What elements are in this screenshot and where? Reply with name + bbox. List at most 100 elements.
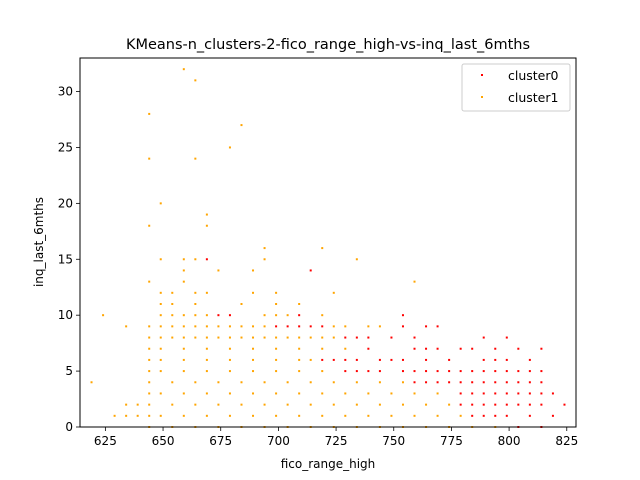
cluster1-point [159, 202, 162, 205]
cluster1-point [159, 336, 162, 339]
cluster0-point [448, 370, 451, 373]
cluster1-point [252, 370, 255, 373]
cluster1-point [240, 325, 243, 328]
cluster1-point [309, 336, 312, 339]
cluster1-point [148, 358, 151, 361]
cluster1-point [148, 280, 151, 283]
cluster1-point [390, 414, 393, 417]
cluster0-point [494, 347, 497, 350]
cluster0-point [494, 403, 497, 406]
cluster1-point [148, 347, 151, 350]
cluster1-point [182, 336, 185, 339]
cluster0-point [517, 403, 520, 406]
cluster1-point [217, 325, 220, 328]
cluster0-point [298, 325, 301, 328]
cluster1-point [171, 403, 174, 406]
cluster1-point [252, 336, 255, 339]
cluster1-point [205, 358, 208, 361]
cluster1-point [205, 414, 208, 417]
cluster1-point [321, 314, 324, 317]
cluster1-point [459, 414, 462, 417]
cluster0-point [413, 347, 416, 350]
cluster1-point [90, 381, 93, 384]
cluster1-point [263, 314, 266, 317]
cluster1-point [413, 280, 416, 283]
cluster1-point [159, 347, 162, 350]
cluster0-point [355, 336, 358, 339]
cluster0-point [540, 370, 543, 373]
cluster0-point [436, 381, 439, 384]
cluster1-point [125, 325, 128, 328]
cluster1-point [159, 392, 162, 395]
cluster1-point [182, 392, 185, 395]
cluster0-point [482, 336, 485, 339]
cluster1-point [182, 347, 185, 350]
cluster1-point [401, 403, 404, 406]
cluster1-point [194, 325, 197, 328]
cluster1-point [182, 414, 185, 417]
cluster1-point [298, 414, 301, 417]
cluster1-point [171, 291, 174, 294]
cluster1-point [148, 224, 151, 227]
x-tick-label: 750 [382, 434, 405, 448]
cluster0-point [517, 392, 520, 395]
cluster1-point [205, 370, 208, 373]
cluster0-point [459, 403, 462, 406]
cluster1-point [286, 381, 289, 384]
cluster1-point [102, 314, 105, 317]
cluster1-point [286, 403, 289, 406]
cluster0-point [332, 358, 335, 361]
cluster1-point [182, 370, 185, 373]
cluster1-point [217, 403, 220, 406]
cluster1-point [113, 414, 116, 417]
cluster1-point [171, 303, 174, 305]
cluster0-point [459, 392, 462, 395]
cluster1-point [252, 347, 255, 350]
cluster0-point [505, 392, 508, 395]
cluster0-point [344, 370, 347, 373]
cluster1-point [378, 403, 381, 406]
cluster1-point [240, 336, 243, 339]
cluster1-point [321, 247, 324, 250]
cluster1-point [194, 258, 197, 261]
cluster1-point [298, 347, 301, 350]
y-tick-label: 25 [58, 140, 73, 154]
cluster1-point [390, 392, 393, 395]
y-tick-label: 15 [58, 252, 73, 266]
cluster0-point [517, 370, 520, 373]
cluster0-point [528, 392, 531, 395]
cluster1-point [275, 392, 278, 395]
axes-frame [79, 57, 577, 428]
cluster1-point [321, 370, 324, 373]
cluster1-point [252, 392, 255, 395]
cluster1-point [240, 381, 243, 384]
cluster1-point [321, 414, 324, 417]
cluster1-point [275, 336, 278, 339]
axis-ticks: 625 650 675 700 725 750 775 800 825 0 5 10 15 20 25 30 [58, 85, 579, 448]
cluster0-point [551, 414, 554, 417]
cluster1-point [321, 336, 324, 339]
y-tick-label: 10 [58, 308, 73, 322]
cluster1-point [159, 370, 162, 373]
cluster1-point [136, 414, 139, 417]
cluster1-point [182, 68, 185, 71]
cluster1-point [298, 303, 301, 305]
cluster1-point [263, 325, 266, 328]
cluster1-point [148, 370, 151, 373]
cluster1-point [159, 258, 162, 261]
cluster1-point [413, 414, 416, 417]
legend: cluster0 cluster1 [461, 63, 571, 112]
cluster0-point [505, 336, 508, 339]
cluster1-point [355, 403, 358, 406]
cluster1-point [148, 112, 151, 115]
cluster0-point [494, 414, 497, 417]
cluster1-point [378, 325, 381, 328]
cluster1-point [182, 269, 185, 272]
cluster1-point [159, 325, 162, 328]
cluster0-point [517, 381, 520, 384]
cluster0-point [540, 347, 543, 350]
cluster1-point [263, 336, 266, 339]
cluster0-point [471, 403, 474, 406]
cluster0-point [367, 370, 370, 373]
cluster0-point [551, 392, 554, 395]
